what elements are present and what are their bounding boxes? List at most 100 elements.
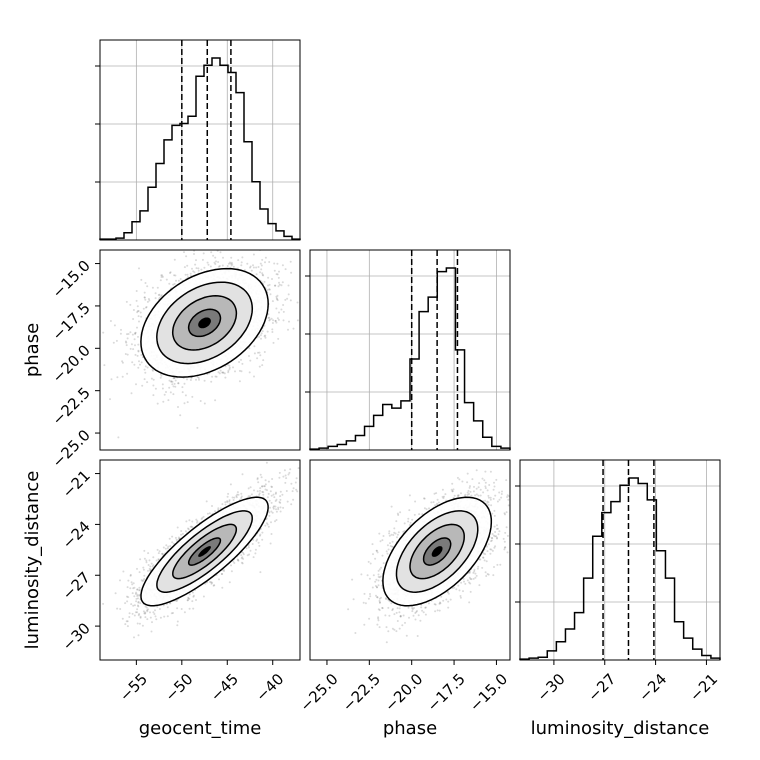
scatter-point — [113, 324, 116, 327]
scatter-point — [271, 322, 274, 324]
scatter-point — [257, 266, 260, 268]
scatter-point — [287, 328, 289, 331]
scatter-point — [262, 274, 265, 277]
scatter-point — [236, 558, 239, 561]
scatter-point — [282, 319, 285, 322]
scatter-point — [264, 336, 267, 339]
scatter-point — [255, 266, 258, 269]
scatter-point — [247, 544, 250, 547]
panel-frame — [519, 459, 721, 661]
scatter-point — [166, 606, 169, 609]
scatter-point — [284, 298, 287, 301]
scatter-point — [261, 273, 264, 276]
scatter-point — [204, 582, 207, 585]
scatter-point — [127, 596, 130, 599]
scatter-point — [278, 270, 280, 273]
scatter-point — [253, 352, 256, 355]
scatter-point — [175, 279, 177, 282]
scatter-point — [259, 354, 262, 357]
scatter-point — [196, 376, 199, 378]
scatter-point — [288, 471, 291, 474]
scatter-point — [261, 272, 264, 275]
scatter-point — [202, 515, 205, 518]
scatter-point — [142, 579, 145, 582]
x-tick-label: −24 — [635, 670, 670, 705]
scatter-point — [160, 276, 163, 278]
scatter-point — [121, 360, 124, 363]
scatter-point — [263, 351, 266, 353]
scatter-point — [170, 612, 173, 615]
scatter-point — [160, 295, 163, 298]
scatter-point — [193, 253, 195, 255]
panel-frame — [309, 249, 511, 451]
scatter-point — [256, 357, 259, 360]
scatter-point — [212, 584, 215, 587]
scatter-point — [110, 378, 113, 381]
scatter-point — [162, 604, 165, 607]
scatter-point — [258, 365, 261, 368]
scatter-point — [143, 549, 146, 552]
scatter-point — [238, 361, 241, 363]
scatter-point — [275, 510, 278, 513]
scatter-point — [215, 260, 217, 263]
scatter-point — [267, 284, 269, 287]
scatter-point — [296, 301, 299, 304]
y-tick-label: −22.5 — [49, 384, 94, 429]
scatter-point — [172, 393, 175, 396]
scatter-point — [128, 616, 131, 618]
scatter-point — [164, 547, 167, 550]
scatter-point — [186, 264, 189, 267]
scatter-point — [133, 586, 136, 589]
scatter-point — [222, 568, 225, 571]
scatter-point — [248, 347, 251, 350]
scatter-point — [285, 490, 288, 492]
scatter-point — [143, 368, 146, 371]
scatter-point — [200, 268, 203, 271]
scatter-point — [287, 473, 290, 476]
y-tick-label: −25.0 — [49, 426, 94, 471]
scatter-point — [227, 492, 230, 495]
scatter-point — [274, 320, 277, 322]
scatter-point — [154, 387, 157, 390]
scatter-point — [142, 307, 145, 310]
scatter-point — [126, 372, 129, 375]
scatter-point — [273, 269, 276, 272]
scatter-point — [271, 278, 273, 280]
scatter-point — [165, 391, 167, 393]
scatter-point — [136, 310, 139, 313]
scatter-point — [191, 267, 193, 270]
scatter-point — [206, 261, 209, 264]
scatter-point — [258, 335, 260, 338]
scatter-point — [253, 375, 255, 378]
scatter-point — [241, 473, 244, 476]
scatter-point — [198, 378, 200, 381]
scatter-point — [275, 297, 278, 300]
scatter-point — [133, 636, 135, 639]
scatter-point — [277, 285, 280, 288]
scatter-point — [181, 386, 184, 389]
scatter-point — [147, 552, 150, 555]
scatter-point — [137, 349, 140, 352]
scatter-point — [151, 286, 154, 289]
scatter-point — [265, 461, 268, 464]
scatter-point — [268, 511, 271, 514]
panel-background — [310, 250, 510, 450]
scatter-point — [151, 565, 154, 568]
scatter-point — [162, 400, 165, 403]
scatter-point — [240, 264, 243, 267]
scatter-point — [218, 265, 221, 267]
scatter-point — [210, 251, 213, 254]
scatter-point — [140, 315, 143, 318]
y-tick-label: −17.5 — [49, 299, 94, 344]
scatter-point — [151, 621, 153, 624]
scatter-point — [126, 337, 129, 340]
scatter-point — [126, 586, 129, 589]
scatter-point — [277, 506, 280, 509]
scatter-point — [160, 274, 163, 277]
scatter-point — [281, 264, 284, 267]
scatter-point — [207, 263, 210, 266]
scatter-point — [171, 383, 174, 386]
scatter-point — [199, 400, 202, 402]
scatter-point — [272, 507, 275, 510]
scatter-point — [255, 273, 258, 276]
